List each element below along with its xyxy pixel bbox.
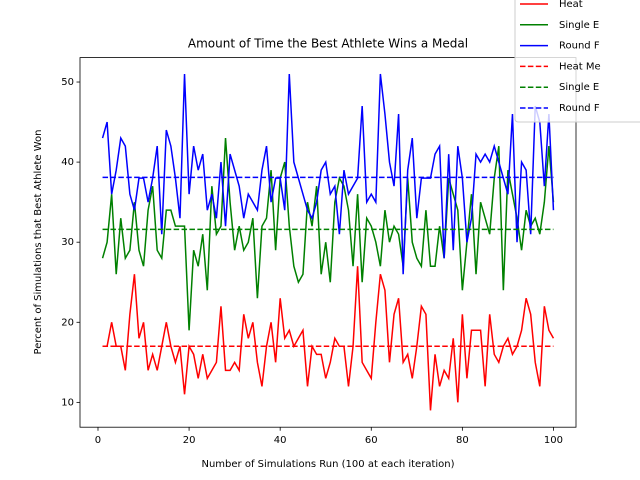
y-tick-label: 40	[61, 157, 74, 168]
y-tick-label: 50	[61, 77, 74, 88]
legend-label: Round F	[559, 103, 600, 114]
x-tick-label: 100	[544, 435, 563, 446]
series-line	[101, 73, 555, 275]
x-tick-label: 0	[95, 435, 101, 446]
y-tick-label: 30	[61, 237, 74, 248]
x-axis-label: Number of Simulations Run (100 at each i…	[201, 459, 454, 470]
plot-frame	[79, 57, 577, 428]
y-tick-label: 10	[61, 397, 74, 408]
legend-label: Heat Me	[559, 61, 601, 72]
y-tick-label: 20	[61, 317, 74, 328]
x-tick-label: 20	[183, 435, 196, 446]
x-tick-label: 40	[274, 435, 287, 446]
series-line	[102, 266, 555, 411]
x-tick-label: 80	[456, 435, 469, 446]
legend-label: Heat	[559, 0, 583, 10]
legend-label: Single E	[559, 82, 599, 93]
chart-title: Amount of Time the Best Athlete Wins a M…	[188, 37, 468, 51]
legend-label: Single E	[559, 20, 599, 31]
x-tick-label: 60	[365, 435, 378, 446]
series-line	[101, 138, 555, 331]
y-axis-label: Percent of Simulations that Best Athlete…	[33, 130, 44, 355]
legend-box	[514, 0, 640, 123]
legend-label: Round F	[559, 41, 600, 52]
